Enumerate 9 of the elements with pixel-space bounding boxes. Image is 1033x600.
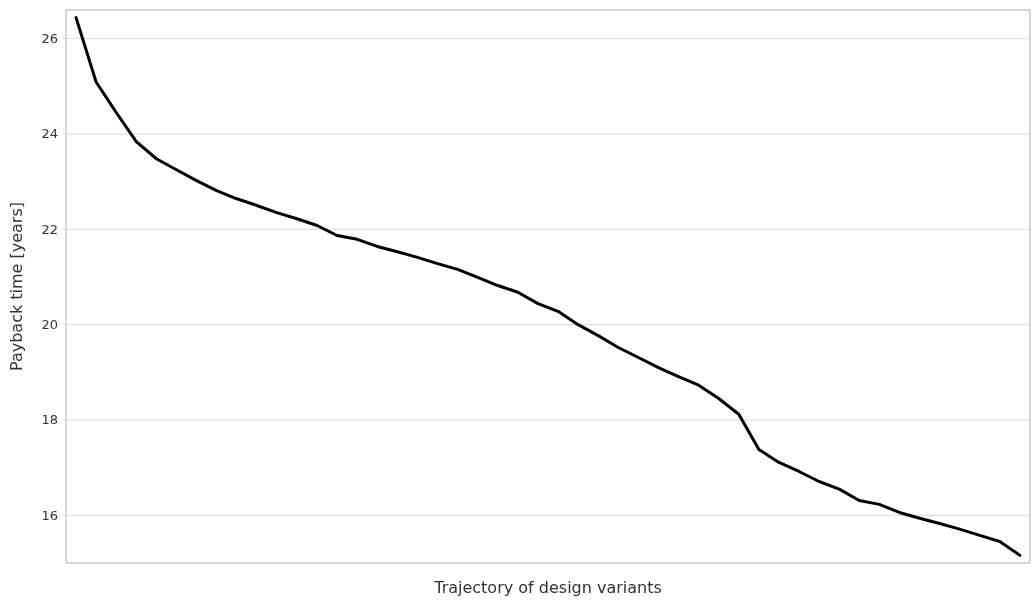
y-tick-label: 24	[41, 126, 58, 142]
y-tick-label: 22	[41, 221, 58, 237]
y-axis-title: Payback time [years]	[6, 201, 26, 372]
y-tick-label: 18	[41, 412, 58, 428]
x-axis-title: Trajectory of design variants	[433, 577, 662, 597]
y-tick-label: 20	[41, 317, 58, 333]
line-series	[74, 16, 1022, 557]
y-tick-label: 16	[41, 507, 58, 523]
y-tick-label: 26	[41, 31, 58, 47]
